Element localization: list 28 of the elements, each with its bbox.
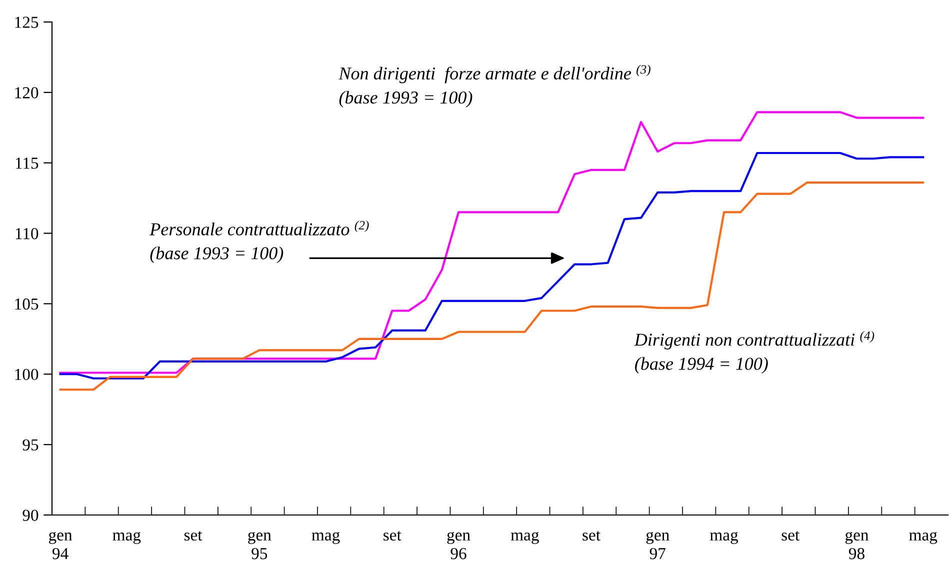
x-tick-label: mag xyxy=(909,532,938,544)
line-series xyxy=(59,152,924,380)
x-tick-label: mag xyxy=(510,532,539,544)
x-tick-label: set xyxy=(582,531,600,541)
x-tick-label: gen 95 xyxy=(248,532,272,560)
y-tick-label: 105 xyxy=(15,298,38,310)
y-tick-label: 95 xyxy=(22,439,38,451)
line-series xyxy=(59,182,924,391)
x-tick-label: gen 96 xyxy=(447,532,470,560)
text: Personale contrattualizzato $^{(2)}$ (base 1993 = 100) xyxy=(150,220,369,263)
x-tick-label: gen 94 xyxy=(48,532,72,560)
x-tick-label: mag xyxy=(312,532,340,544)
x-tick-label: gen 97 xyxy=(646,532,670,560)
x-tick-label: mag xyxy=(112,532,141,544)
x-tick-label: mag xyxy=(710,532,738,544)
y-tick-label: 120 xyxy=(15,87,38,98)
text: Dirigenti non contrattualizzati $^{(4)}$ (base 1994 = 100) xyxy=(634,331,874,374)
x-tick-label: set xyxy=(184,531,202,541)
y-tick-label: 115 xyxy=(16,158,38,169)
y-tick-label: 90 xyxy=(22,510,38,521)
y-tick-label: 100 xyxy=(15,368,38,380)
text: Non dirigenti forze armate e dell'ordine $^{(3)}$ (base 1993 = 100) xyxy=(338,64,650,108)
y-tick-label: 110 xyxy=(16,228,38,240)
x-tick-label: gen 98 xyxy=(845,532,869,560)
y-tick-label: 125 xyxy=(15,16,38,28)
x-tick-label: set xyxy=(384,531,402,541)
x-tick-label: set xyxy=(782,531,800,541)
line-series xyxy=(59,111,924,374)
